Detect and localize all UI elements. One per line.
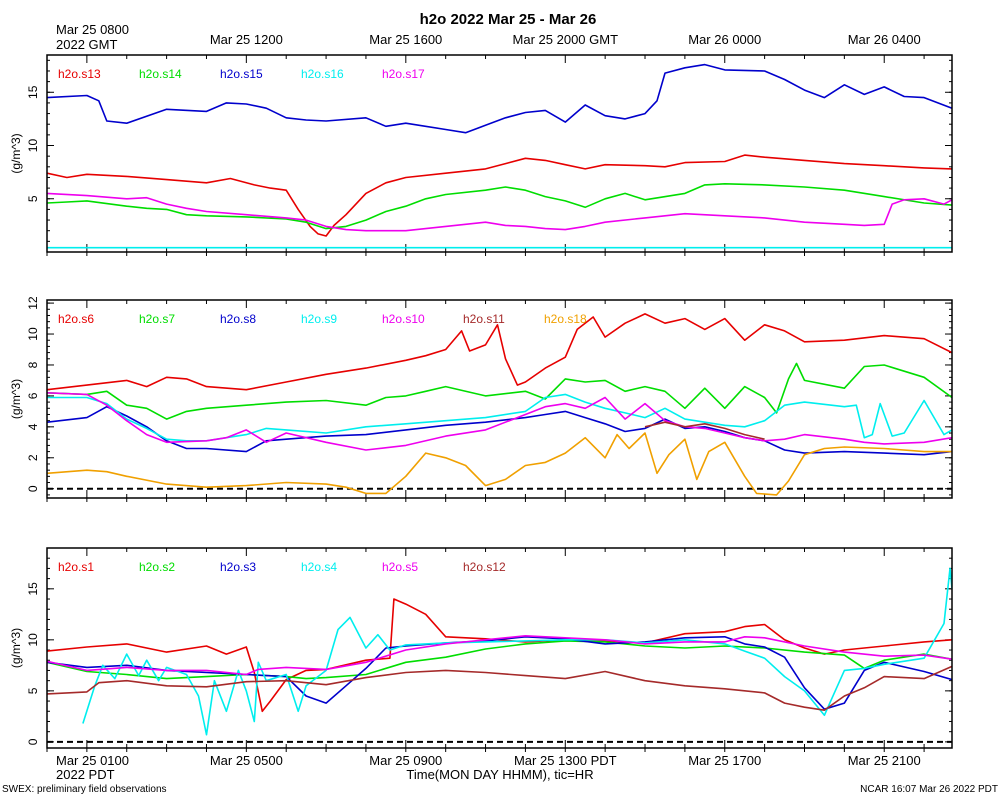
legend-h2o-s14: h2o.s14: [139, 67, 182, 81]
panel-frame: [46, 299, 953, 499]
series-line-h2o-s7: [47, 362, 952, 420]
y-axis-label: (g/m^3): [9, 628, 23, 668]
y-tick-label: 10: [26, 327, 40, 341]
y-tick-label: 12: [26, 296, 40, 310]
legend-h2o-s9: h2o.s9: [301, 312, 337, 326]
footer-right: NCAR 16:07 Mar 26 2022 PDT: [860, 784, 998, 795]
y-tick-label: 15: [26, 582, 40, 596]
top-time-sub: 2022 GMT: [56, 37, 117, 52]
top-time-label: Mar 25 0800: [56, 22, 129, 37]
y-tick-label: 10: [26, 139, 40, 153]
bottom-time-label: Mar 25 0100: [56, 753, 129, 768]
legend-h2o-s10: h2o.s10: [382, 312, 425, 326]
panel-top: 5 10 15 (g/m^3) h2o.s13 h2o.s14 h2o.s15 h2o.s16…: [9, 54, 953, 256]
legend-h2o-s13: h2o.s13: [58, 67, 101, 81]
y-tick-label: 10: [26, 633, 40, 647]
series-line-h2o-s9: [47, 393, 952, 442]
panel-frame: [46, 54, 953, 253]
bottom-time-label: Mar 25 2100: [848, 753, 921, 768]
series-line-h2o-s1: [47, 598, 952, 713]
top-time-label: Mar 25 1600: [369, 32, 442, 47]
legend-h2o-s1: h2o.s1: [58, 560, 94, 574]
y-axis-label: (g/m^3): [9, 379, 23, 419]
legend-h2o-s18: h2o.s18: [544, 312, 587, 326]
y-tick-label: 0: [26, 485, 40, 492]
series-line-h2o-s6: [47, 313, 952, 391]
legend-h2o-s3: h2o.s3: [220, 560, 256, 574]
y-tick-label: 15: [26, 85, 40, 99]
bottom-time-label: Mar 25 1700: [688, 753, 761, 768]
panel-middle: 0 2 4 6 8 10 12 (g/m^3) h2o.s6 h2o.s7 h2o.s8 h2o.s9…: [9, 296, 953, 502]
top-time-label: Mar 26 0000: [688, 32, 761, 47]
series-line-h2o-s2: [47, 640, 952, 680]
legend-h2o-s7: h2o.s7: [139, 312, 175, 326]
series-line-h2o-s15: [47, 63, 952, 134]
y-tick-label: 4: [26, 423, 40, 430]
series-line-h2o-s5: [47, 635, 952, 676]
legend-h2o-s4: h2o.s4: [301, 560, 337, 574]
chart-title: h2o 2022 Mar 25 - Mar 26: [420, 11, 597, 28]
top-time-label: Mar 25 1200: [210, 32, 283, 47]
y-tick-label: 2: [26, 454, 40, 461]
legend-h2o-s16: h2o.s16: [301, 67, 344, 81]
legend-h2o-s15: h2o.s15: [220, 67, 263, 81]
series-line-h2o-s8: [47, 405, 952, 456]
top-time-label: Mar 25 2000 GMT: [513, 32, 619, 47]
series-line-h2o-s11: [644, 421, 765, 440]
legend-h2o-s2: h2o.s2: [139, 560, 175, 574]
legend-h2o-s6: h2o.s6: [58, 312, 94, 326]
time-axis-labels: Mar 25 0800 Mar 25 1200 Mar 25 1600 Mar 25 …: [56, 22, 921, 768]
series-line-h2o-s17: [47, 192, 952, 232]
x-axis-label: Time(MON DAY HHMM), tic=HR: [406, 767, 593, 782]
y-axis-label: (g/m^3): [9, 133, 23, 173]
footer-left: SWEX: preliminary field observations: [2, 784, 167, 795]
bottom-time-label: Mar 25 1300 PDT: [514, 753, 617, 768]
y-tick-label: 5: [26, 195, 40, 202]
bottom-time-label: Mar 25 0900: [369, 753, 442, 768]
legend-h2o-s8: h2o.s8: [220, 312, 256, 326]
y-tick-label: 8: [26, 361, 40, 368]
top-time-label: Mar 26 0400: [848, 32, 921, 47]
bottom-time-label: Mar 25 0500: [210, 753, 283, 768]
y-tick-label: 6: [26, 392, 40, 399]
series-line-h2o-s18: [47, 432, 952, 496]
legend-h2o-s11: h2o.s11: [463, 312, 505, 326]
series-line-h2o-s10: [47, 392, 952, 451]
series-line-h2o-s13: [47, 154, 952, 237]
series-line-h2o-s12: [47, 665, 952, 711]
legend-h2o-s5: h2o.s5: [382, 560, 418, 574]
y-tick-label: 5: [26, 687, 40, 694]
y-tick-label: 0: [26, 738, 40, 745]
panel-bottom: 0 5 10 15 (g/m^3) h2o.s1 h2o.s2 h2o.s3 h2o.s4 h2o…: [9, 547, 953, 752]
bottom-time-sub: 2022 PDT: [56, 767, 115, 782]
legend-h2o-s12: h2o.s12: [463, 560, 506, 574]
series-line-h2o-s14: [47, 183, 952, 230]
series-line-h2o-s4: [82, 567, 952, 736]
legend-h2o-s17: h2o.s17: [382, 67, 425, 81]
panel-frame: [46, 547, 953, 749]
